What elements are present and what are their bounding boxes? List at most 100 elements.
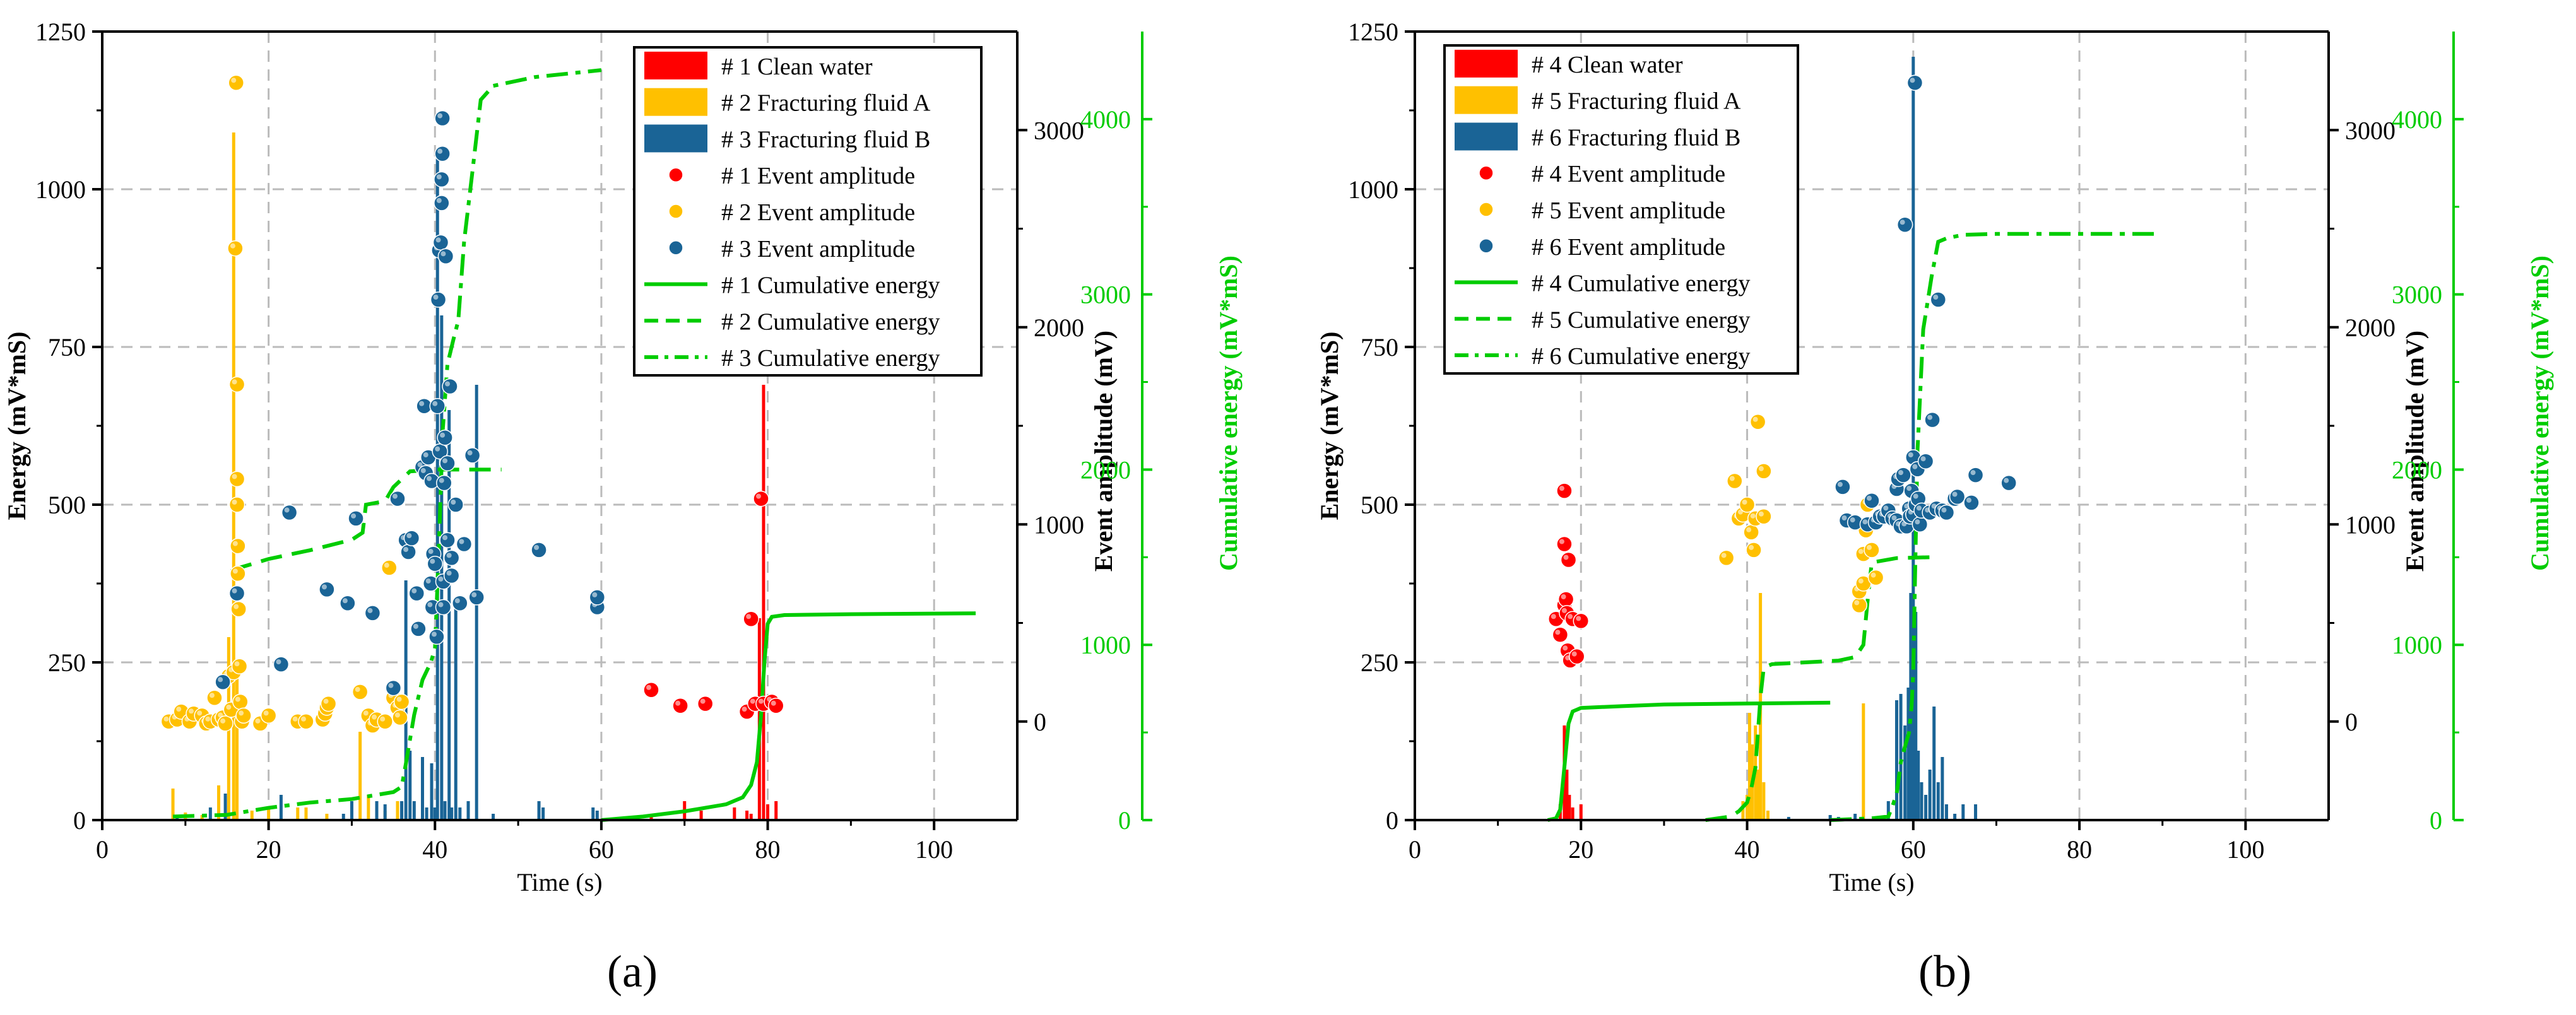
event-point-highlight	[1883, 505, 1889, 511]
event-point-highlight	[436, 197, 442, 203]
y-tick-label: 750	[1361, 333, 1398, 361]
event-point-fluidA	[228, 74, 244, 91]
energy-bar-fluidB	[1936, 782, 1940, 820]
event-point-highlight	[1941, 507, 1947, 513]
legend-label: # 1 Event amplitude	[721, 163, 915, 189]
event-point-fluidB	[434, 171, 450, 188]
event-point-fluidB	[281, 504, 298, 521]
event-point-fluidA	[1746, 542, 1762, 558]
energy-bar-fluidA	[1766, 811, 1770, 820]
legend-item: # 5 Fracturing fluid A	[1455, 86, 1741, 115]
x-tick-label: 80	[2067, 835, 2092, 864]
event-point-highlight	[1576, 616, 1581, 621]
y-tick-label: 1250	[1348, 18, 1398, 46]
energy-bar-fluidB	[383, 804, 387, 820]
energy-bar-fluidA	[1756, 770, 1760, 820]
event-point-clean	[1568, 648, 1585, 665]
energy-bar-clean	[1571, 807, 1575, 820]
event-point-fluidB	[1917, 453, 1934, 469]
y3-tick-label: 3000	[1080, 281, 1131, 309]
energy-bar-fluidA	[250, 811, 254, 820]
energy-bar-fluidB	[1924, 795, 1928, 820]
legend-swatch-fluidB	[1455, 122, 1518, 151]
event-point-highlight	[321, 584, 327, 590]
event-point-fluidB	[215, 674, 231, 690]
event-point-highlight	[771, 700, 776, 706]
legend-swatch-clean	[644, 51, 707, 79]
x-axis-title: Time (s)	[1829, 868, 1914, 896]
event-point-highlight	[435, 237, 441, 243]
event-point-highlight	[1841, 515, 1847, 520]
event-point-highlight	[417, 462, 423, 467]
energy-bar-fluidB	[1899, 694, 1903, 820]
energy-bar-clean	[1579, 804, 1583, 820]
event-point-highlight	[432, 401, 438, 406]
energy-bar-fluidB	[1961, 804, 1965, 820]
energy-bar-fluidA	[296, 807, 300, 820]
event-point-highlight	[675, 700, 681, 706]
event-point-fluidB	[410, 621, 427, 637]
event-point-highlight	[234, 661, 240, 667]
y-tick-label: 250	[48, 648, 86, 677]
legend-swatch-clean	[1455, 49, 1518, 78]
x-tick-label: 0	[96, 835, 109, 864]
event-point-highlight	[1837, 481, 1843, 487]
event-point-highlight	[741, 707, 747, 712]
event-point-highlight	[1862, 519, 1868, 525]
event-point-clean	[1560, 551, 1577, 568]
event-point-fluidB	[1963, 495, 1980, 511]
legend-label: # 2 Cumulative energy	[721, 308, 940, 335]
event-point-highlight	[746, 614, 752, 619]
event-point-highlight	[218, 677, 223, 683]
event-point-fluidA	[230, 565, 246, 582]
event-point-highlight	[756, 493, 761, 499]
event-point-highlight	[1867, 495, 1872, 501]
y3-tick-label: 1000	[2392, 631, 2442, 659]
event-point-fluidB	[429, 398, 446, 414]
energy-bar-fluidA	[1862, 703, 1865, 820]
event-point-fluidA	[352, 684, 369, 700]
legend-item: # 3 Cumulative energy	[644, 345, 940, 372]
event-point-highlight	[323, 698, 329, 704]
event-point-highlight	[231, 78, 237, 83]
event-point-fluidB	[348, 510, 364, 527]
event-point-fluidB	[452, 595, 468, 611]
legend-dot-fluidB	[1479, 238, 1494, 254]
event-point-highlight	[1750, 513, 1756, 519]
energy-bar-fluidB	[591, 807, 595, 820]
y2-tick-label: 2000	[2345, 314, 2396, 342]
event-point-highlight	[1916, 505, 1922, 511]
x-tick-label: 60	[1901, 835, 1926, 864]
event-point-highlight	[758, 698, 764, 704]
energy-bar-fluidB	[1894, 700, 1898, 820]
event-point-highlight	[451, 500, 456, 505]
x-tick-label: 100	[915, 835, 953, 864]
energy-bar-clean	[733, 807, 736, 820]
event-point-highlight	[454, 598, 460, 604]
event-point-highlight	[1966, 497, 1971, 503]
event-point-highlight	[235, 696, 240, 702]
legend-label: # 6 Fracturing fluid B	[1532, 124, 1740, 151]
energy-bar-fluidA	[171, 789, 175, 820]
event-point-highlight	[423, 452, 428, 457]
energy-bar-clean	[1565, 770, 1569, 820]
event-point-highlight	[388, 683, 394, 688]
event-point-fluidB	[1930, 291, 1947, 308]
energy-bar-fluidB	[223, 794, 227, 820]
event-point-highlight	[233, 604, 239, 609]
event-point-highlight	[439, 478, 444, 483]
event-point-fluidA	[1727, 472, 1743, 490]
y-tick-label: 1250	[35, 18, 86, 46]
y2-tick-label: 3000	[1034, 116, 1084, 144]
event-point-highlight	[442, 535, 448, 541]
event-point-fluidB	[408, 585, 425, 602]
legend-label: # 2 Event amplitude	[721, 199, 915, 226]
y2-tick-label: 0	[2345, 708, 2358, 736]
energy-bar-fluidB	[425, 807, 428, 820]
event-point-fluidA	[235, 707, 252, 724]
legend-label: # 5 Event amplitude	[1532, 197, 1725, 224]
energy-bar-fluidA	[358, 732, 362, 820]
event-point-highlight	[1559, 539, 1564, 544]
event-point-highlight	[232, 568, 238, 574]
